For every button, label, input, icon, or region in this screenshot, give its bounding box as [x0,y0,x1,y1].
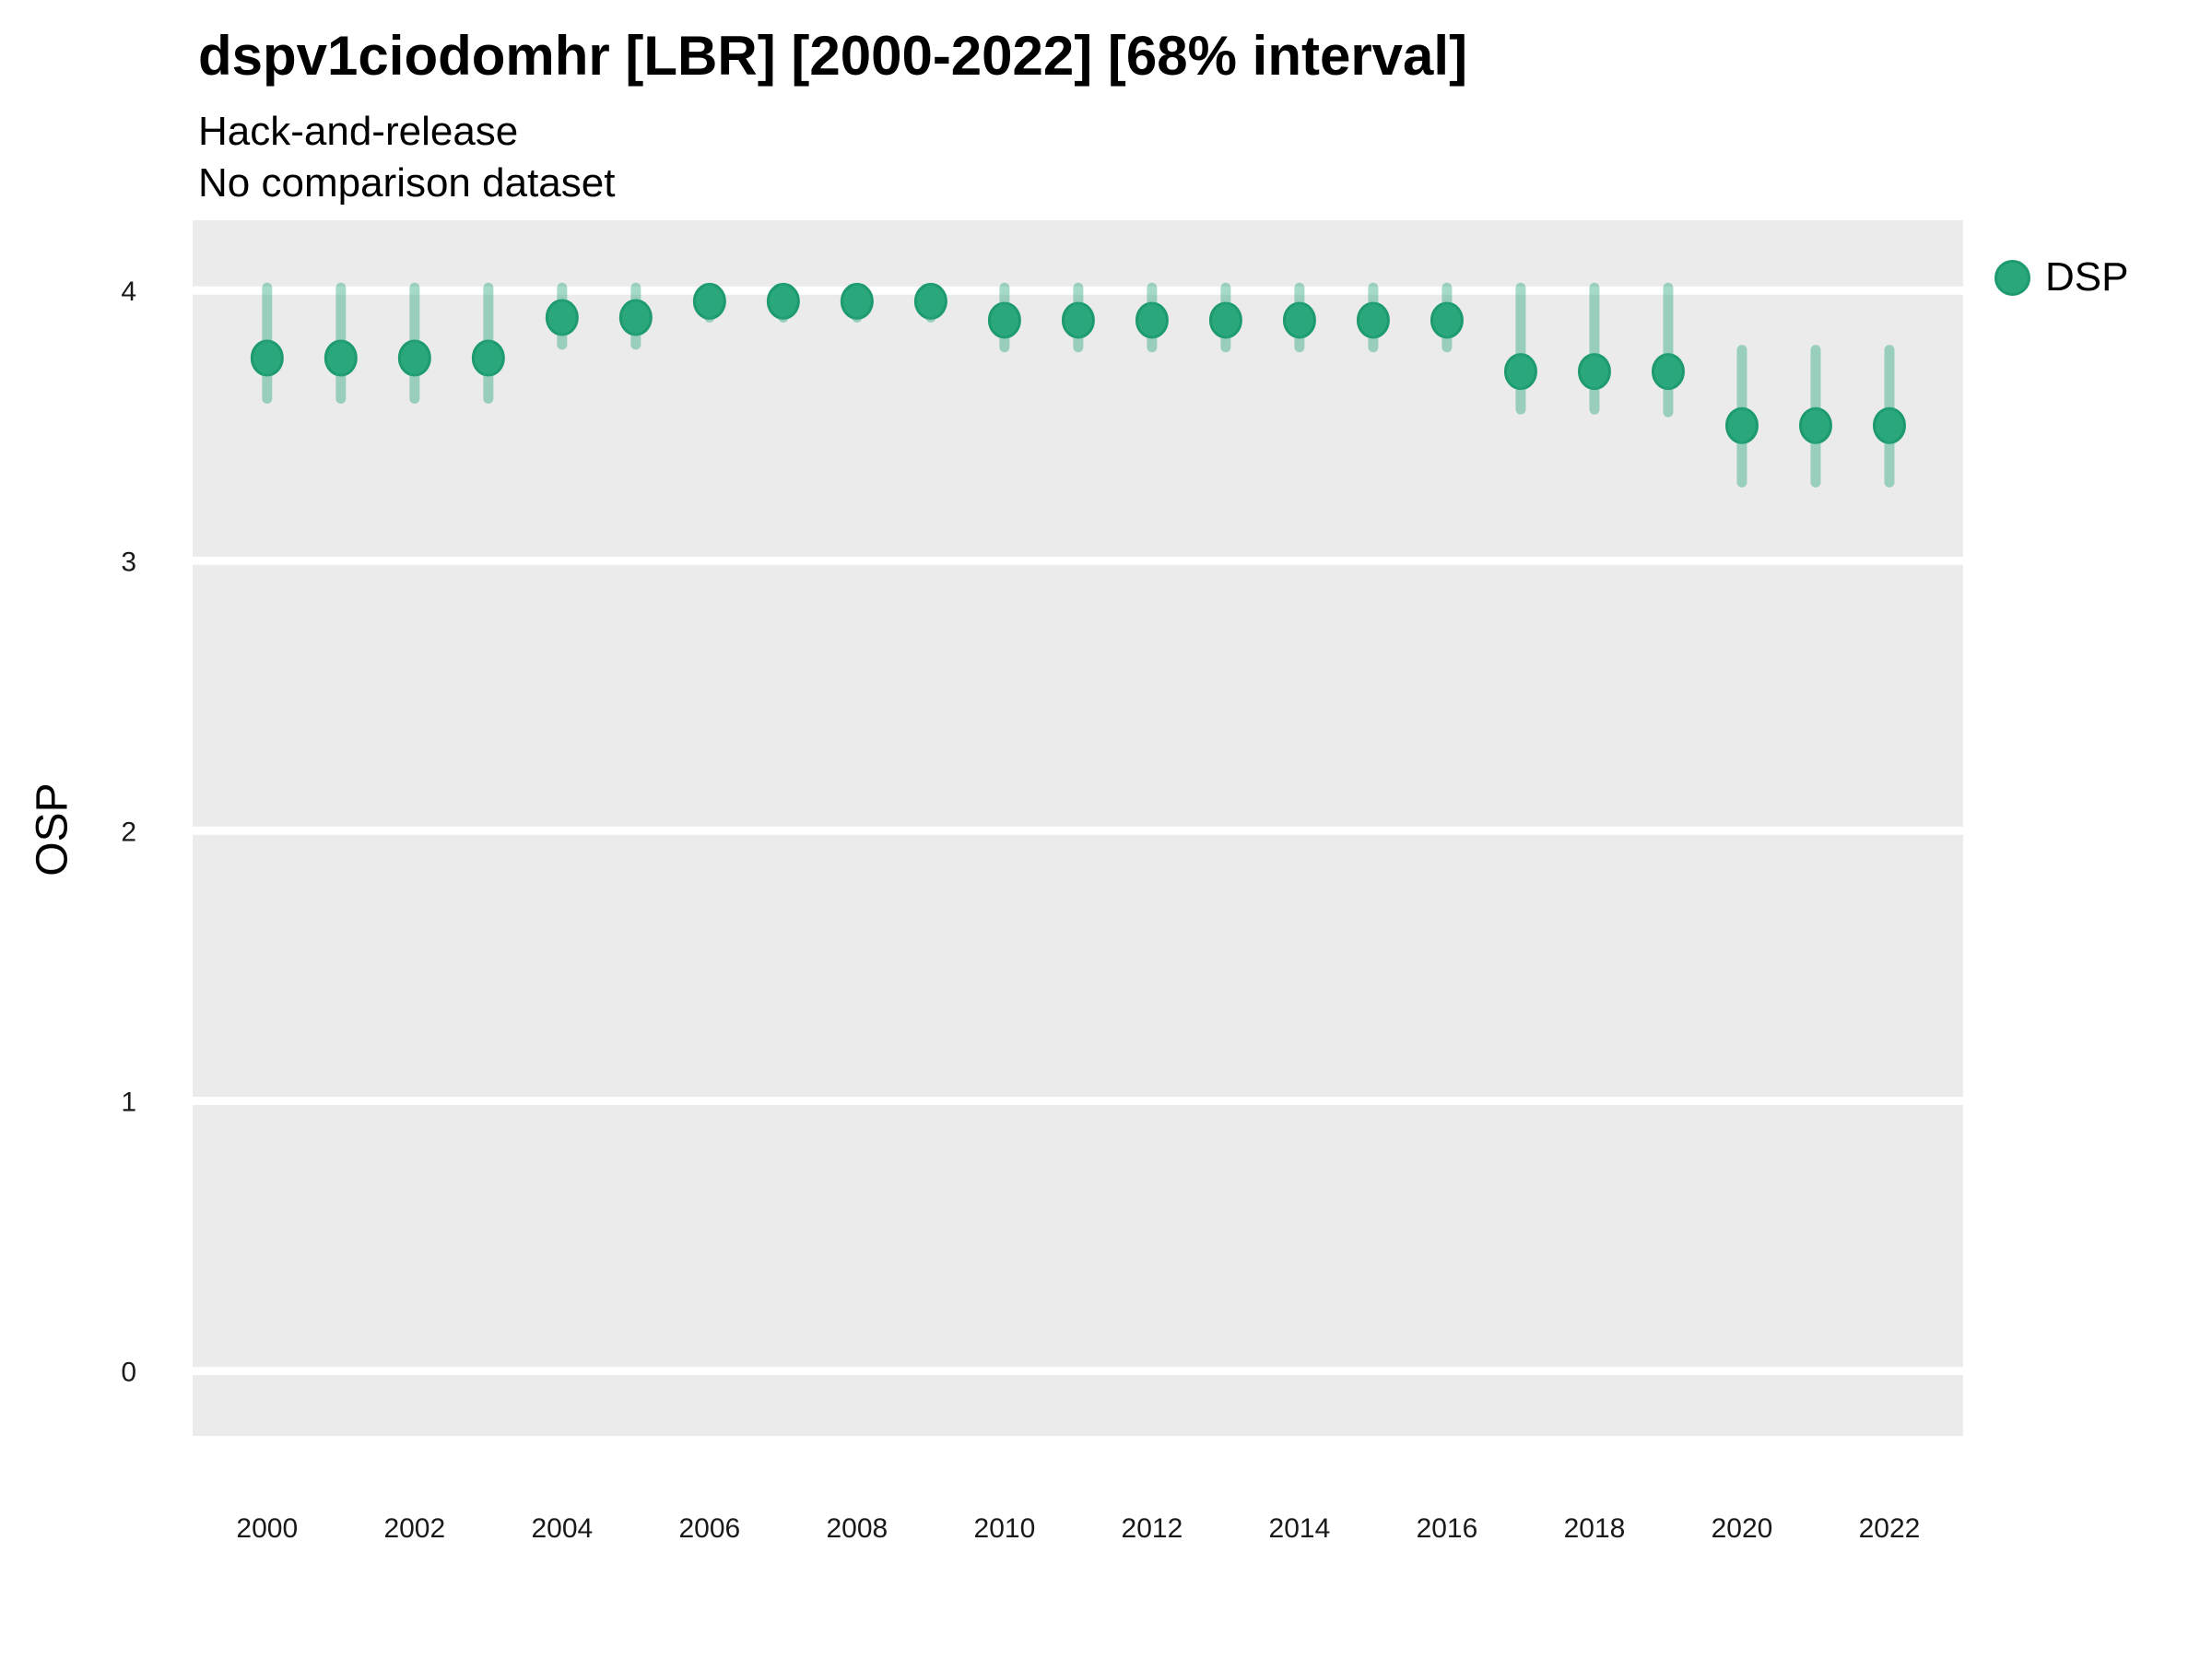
data-point [618,299,653,336]
data-point [1577,353,1611,391]
data-point [1356,301,1390,339]
data-point [324,339,358,377]
y-tick-label: 2 [121,817,136,847]
x-tick-label: 2022 [1859,1513,1921,1544]
data-point [1798,406,1832,444]
y-tick-label: 3 [121,547,136,577]
y-tick-label: 0 [121,1358,136,1388]
x-tick-label: 2012 [1122,1513,1183,1544]
x-tick-label: 2006 [678,1513,740,1544]
legend-point-icon [1994,259,2030,296]
data-point [1282,301,1316,339]
chart-note: No comparison dataset [198,160,616,206]
data-point [987,301,1021,339]
x-tick-label: 2014 [1269,1513,1331,1544]
x-tick-label: 2000 [236,1513,298,1544]
x-tick-label: 2008 [827,1513,888,1544]
x-tick-label: 2004 [531,1513,593,1544]
data-point [913,282,947,320]
data-point [545,299,579,336]
data-point [250,339,284,377]
data-point [1872,406,1906,444]
data-point [1430,301,1464,339]
data-point [471,339,505,377]
x-tick-label: 2016 [1417,1513,1478,1544]
x-tick-label: 2010 [974,1513,1036,1544]
y-tick-label: 4 [121,276,136,307]
chart-title: dspv1ciodomhr [LBR] [2000-2022] [68% int… [198,25,1468,87]
chart-subtitle: Hack-and-release [198,109,519,154]
data-point [1651,353,1685,391]
data-point [1503,353,1537,391]
y-tick-label: 1 [121,1088,136,1118]
data-point [766,282,800,320]
x-tick-label: 2018 [1564,1513,1626,1544]
data-point [397,339,431,377]
legend: DSP [1994,254,2128,300]
data-point [692,282,726,320]
data-point [1061,301,1095,339]
legend-label: DSP [2045,254,2129,300]
x-tick-label: 2002 [383,1513,445,1544]
data-point [840,282,874,320]
x-tick-label: 2020 [1712,1513,1773,1544]
data-point [1135,301,1169,339]
data-point [1724,406,1759,444]
data-point [1208,301,1242,339]
